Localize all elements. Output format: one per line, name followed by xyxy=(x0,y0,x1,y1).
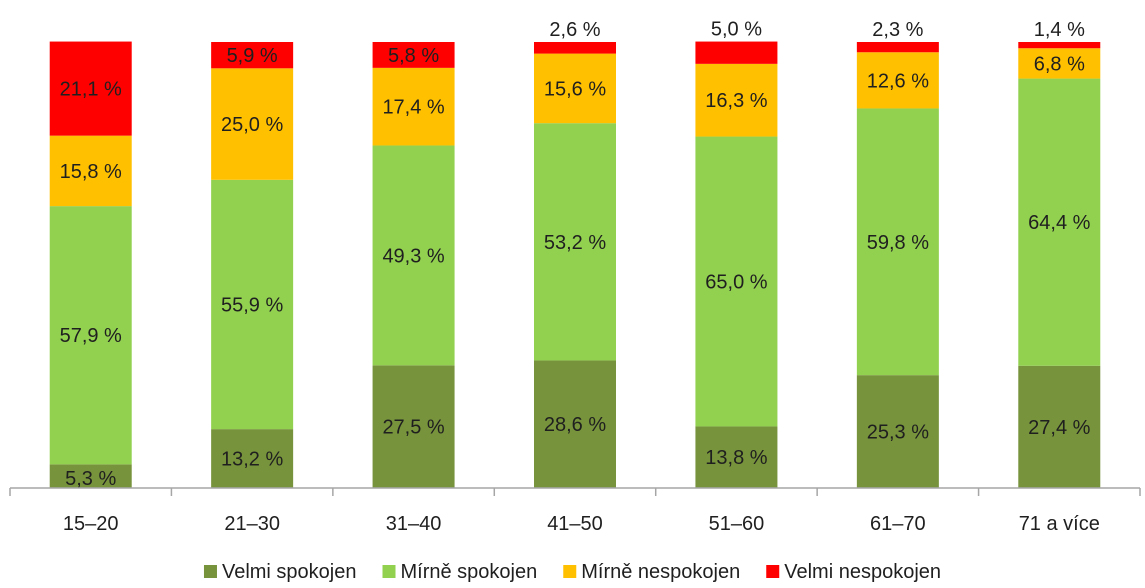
legend-label-mirne-spokojen: Mírně spokojen xyxy=(401,561,538,583)
bar-segment-mirne-spokojen-71-a-vice xyxy=(1018,78,1101,366)
data-label-mirne-spokojen-51-60: 65,0 % xyxy=(705,272,767,294)
bar-segment-mirne-nespokojen-51-60 xyxy=(695,63,778,137)
bar-segment-velmi-nespokojen-31-40 xyxy=(372,42,455,68)
x-tick-label-41-50: 41–50 xyxy=(547,513,603,535)
data-label-mirne-nespokojen-31-40: 17,4 % xyxy=(382,97,444,119)
x-tick-label-15-20: 15–20 xyxy=(63,513,119,535)
bar-segment-mirne-spokojen-15-20 xyxy=(49,206,132,465)
bar-segment-velmi-nespokojen-51-60 xyxy=(695,41,778,64)
data-label-mirne-nespokojen-41-50: 15,6 % xyxy=(544,78,606,100)
data-labels-layer: 5,3 % 57,9 % 15,8 % 21,1 % 13,2 % 55,9 % 25,0 … xyxy=(60,19,1091,490)
x-tick-label-61-70: 61–70 xyxy=(870,513,926,535)
bar-segment-mirne-spokojen-61-70 xyxy=(856,108,939,376)
data-label-velmi-nespokojen-51-60: 5,0 % xyxy=(711,19,762,41)
bar-segment-velmi-nespokojen-71-a-vice xyxy=(1018,42,1101,49)
legend-label-velmi-nespokojen: Velmi nespokojen xyxy=(784,561,941,583)
data-label-mirne-nespokojen-15-20: 15,8 % xyxy=(60,161,122,183)
legend-swatch-velmi-nespokojen xyxy=(766,565,780,578)
data-label-velmi-spokojen-61-70: 25,3 % xyxy=(867,422,929,444)
legend-swatch-mirne-spokojen xyxy=(382,565,396,578)
bar-segment-velmi-nespokojen-41-50 xyxy=(534,42,616,54)
bar-segment-mirne-spokojen-51-60 xyxy=(695,136,778,427)
data-label-velmi-spokojen-51-60: 13,8 % xyxy=(705,447,767,469)
data-label-mirne-nespokojen-61-70: 12,6 % xyxy=(867,70,929,92)
data-label-velmi-nespokojen-61-70: 2,3 % xyxy=(872,19,923,41)
data-label-mirne-spokojen-15-20: 57,9 % xyxy=(60,325,122,347)
data-label-velmi-nespokojen-31-40: 5,8 % xyxy=(388,45,439,67)
data-label-mirne-spokojen-61-70: 59,8 % xyxy=(867,232,929,254)
bar-segment-velmi-spokojen-71-a-vice xyxy=(1018,365,1101,488)
data-label-velmi-spokojen-71-a-vice: 27,4 % xyxy=(1028,417,1090,439)
data-label-mirne-spokojen-41-50: 53,2 % xyxy=(544,232,606,254)
x-axis: 15–20 21–30 31–40 41–50 51–60 61–70 71 a více xyxy=(9,487,1141,535)
data-label-mirne-nespokojen-21-30: 25,0 % xyxy=(221,114,283,136)
bar-segment-mirne-nespokojen-71-a-vice xyxy=(1018,48,1101,79)
legend-label-mirne-nespokojen: Mírně nespokojen xyxy=(581,561,740,583)
data-label-velmi-nespokojen-71-a-vice: 1,4 % xyxy=(1034,19,1085,41)
bar-segment-velmi-spokojen-21-30 xyxy=(211,429,294,488)
bars-layer xyxy=(49,41,1101,488)
legend-item-velmi-spokojen: Velmi spokojen xyxy=(203,561,357,583)
data-label-velmi-spokojen-31-40: 27,5 % xyxy=(382,417,444,439)
bar-segment-velmi-spokojen-61-70 xyxy=(856,375,939,488)
x-tick-label-71-a-vice: 71 a více xyxy=(1019,513,1100,535)
bar-segment-mirne-spokojen-41-50 xyxy=(534,123,616,361)
bar-segment-velmi-nespokojen-21-30 xyxy=(211,42,294,69)
data-label-velmi-spokojen-41-50: 28,6 % xyxy=(544,414,606,436)
data-label-velmi-nespokojen-15-20: 21,1 % xyxy=(60,79,122,101)
data-label-velmi-nespokojen-21-30: 5,9 % xyxy=(227,45,278,67)
legend-item-mirne-nespokojen: Mírně nespokojen xyxy=(563,561,740,583)
x-tick-label-21-30: 21–30 xyxy=(224,513,280,535)
data-label-velmi-spokojen-21-30: 13,2 % xyxy=(221,449,283,471)
bar-segment-velmi-spokojen-41-50 xyxy=(534,360,616,488)
legend-swatch-velmi-spokojen xyxy=(203,565,217,578)
bar-segment-mirne-nespokojen-41-50 xyxy=(534,53,616,124)
legend-item-mirne-spokojen: Mírně spokojen xyxy=(382,561,538,583)
data-label-velmi-spokojen-15-20: 5,3 % xyxy=(65,468,116,490)
bar-segment-velmi-nespokojen-15-20 xyxy=(49,41,132,136)
bar-segment-mirne-nespokojen-21-30 xyxy=(211,68,294,180)
x-tick-label-51-60: 51–60 xyxy=(709,513,765,535)
bar-segment-velmi-spokojen-15-20 xyxy=(49,464,132,488)
data-label-mirne-nespokojen-71-a-vice: 6,8 % xyxy=(1034,53,1085,75)
bar-segment-velmi-spokojen-31-40 xyxy=(372,365,455,488)
bar-segment-velmi-nespokojen-61-70 xyxy=(856,42,939,53)
bar-segment-mirne-nespokojen-61-70 xyxy=(856,52,939,109)
data-label-mirne-spokojen-31-40: 49,3 % xyxy=(382,245,444,267)
data-label-mirne-spokojen-21-30: 55,9 % xyxy=(221,294,283,316)
bar-segment-mirne-spokojen-21-30 xyxy=(211,179,294,430)
legend-swatch-mirne-nespokojen xyxy=(563,565,577,578)
data-label-velmi-nespokojen-41-50: 2,6 % xyxy=(549,19,600,41)
bar-segment-mirne-spokojen-31-40 xyxy=(372,145,455,366)
legend-label-velmi-spokojen: Velmi spokojen xyxy=(222,561,357,583)
legend-item-velmi-nespokojen: Velmi nespokojen xyxy=(766,561,941,583)
bar-segment-mirne-nespokojen-15-20 xyxy=(49,135,132,207)
bar-segment-velmi-spokojen-51-60 xyxy=(695,426,778,488)
bar-segment-mirne-nespokojen-31-40 xyxy=(372,67,455,146)
data-label-mirne-nespokojen-51-60: 16,3 % xyxy=(705,90,767,112)
legend: Velmi spokojen Mírně spokojen Mírně nespok… xyxy=(203,561,941,583)
data-label-mirne-spokojen-71-a-vice: 64,4 % xyxy=(1028,212,1090,234)
x-tick-label-31-40: 31–40 xyxy=(386,513,442,535)
